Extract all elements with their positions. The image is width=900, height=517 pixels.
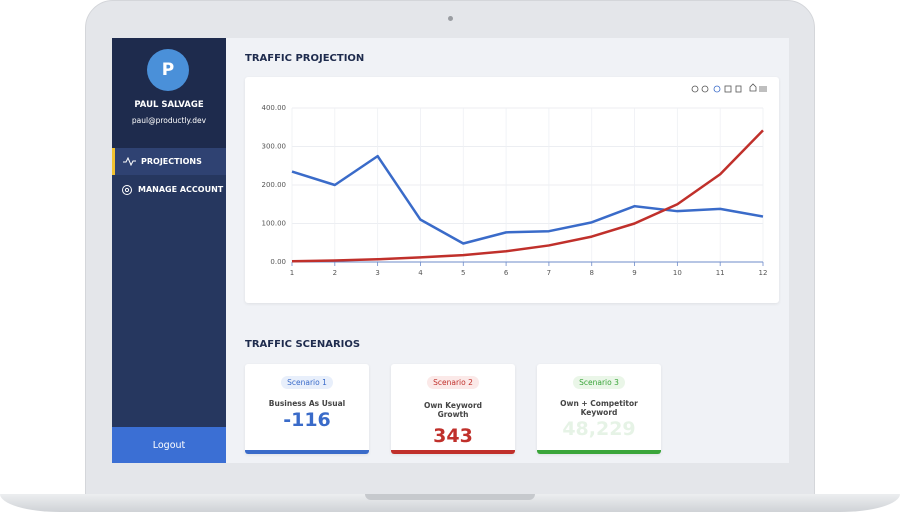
menu-label: MANAGE ACCOUNT: [138, 185, 224, 194]
screen: P PAUL SALVAGE paul@productly.dev PROJEC…: [112, 38, 789, 463]
x-tick-label: 7: [547, 269, 551, 277]
sidebar: P PAUL SALVAGE paul@productly.dev PROJEC…: [112, 38, 226, 463]
scenario-value: 343: [433, 425, 473, 447]
x-tick-label: 12: [759, 269, 768, 277]
x-tick-label: 11: [716, 269, 725, 277]
user-name: PAUL SALVAGE: [134, 100, 204, 110]
user-email: paul@productly.dev: [131, 116, 207, 125]
chart-card: 0.00 100.00 200.00 300.00 400.00 1 2 3 4 5 6 7 8 9 10 1…: [245, 77, 779, 303]
scenario-value: -116: [283, 409, 331, 431]
icon: [123, 157, 136, 166]
x-tick-label: 6: [504, 269, 509, 277]
scenario-label: Own Keyword Growth: [423, 401, 483, 419]
x-tick-label: 5: [461, 269, 465, 277]
x-tick-label: 4: [418, 269, 423, 277]
scenario-card[interactable]: Scenario 2 Own Keyword Growth 343: [391, 364, 515, 454]
badge: Scenario 2: [427, 376, 479, 389]
scenario-label: Business As Usual: [268, 399, 346, 408]
section-title: TRAFFIC SCENARIOS: [245, 339, 361, 350]
y-tick-label: 200.00: [262, 181, 287, 189]
menu-item[interactable]: MANAGE ACCOUNT: [112, 176, 226, 203]
y-tick-label: 300.00: [262, 143, 287, 151]
x-tick-label: 2: [333, 269, 337, 277]
toolbar[interactable]: [691, 83, 767, 93]
scenario-label: Own + Competitor Keyword: [560, 399, 638, 417]
badge: Scenario 1: [281, 376, 333, 389]
scenario-card[interactable]: Scenario 1 Business As Usual -116: [245, 364, 369, 454]
scenario-value: 48,229: [562, 418, 636, 440]
accent-bar: [537, 450, 661, 454]
x-tick-label: 10: [673, 269, 682, 277]
avatar: P: [147, 49, 189, 91]
menu-label: PROJECTIONS: [141, 157, 202, 166]
badge: Scenario 3: [573, 376, 625, 389]
x-tick-label: 9: [632, 269, 636, 277]
laptop-base: [0, 494, 900, 512]
y-tick-label: 400.00: [262, 104, 287, 112]
y-tick-label: 100.00: [262, 220, 287, 228]
icon: [122, 185, 132, 195]
x-tick-label: 8: [589, 269, 593, 277]
section-title: TRAFFIC PROJECTION: [245, 53, 365, 64]
accent-bar: [245, 450, 369, 454]
scenario-card[interactable]: Scenario 3 Own + Competitor Keyword 48,2…: [537, 364, 661, 454]
y-tick-label: 0.00: [270, 258, 286, 266]
x-tick-label: 1: [290, 269, 294, 277]
camera: [448, 16, 453, 21]
accent-bar: [391, 450, 515, 454]
x-tick-label: 3: [375, 269, 379, 277]
laptop-notch: [365, 494, 535, 500]
menu-item[interactable]: PROJECTIONS: [112, 148, 226, 175]
logout-button[interactable]: Logout: [112, 427, 226, 463]
series-line: [291, 154, 764, 245]
series-line: [291, 129, 764, 263]
